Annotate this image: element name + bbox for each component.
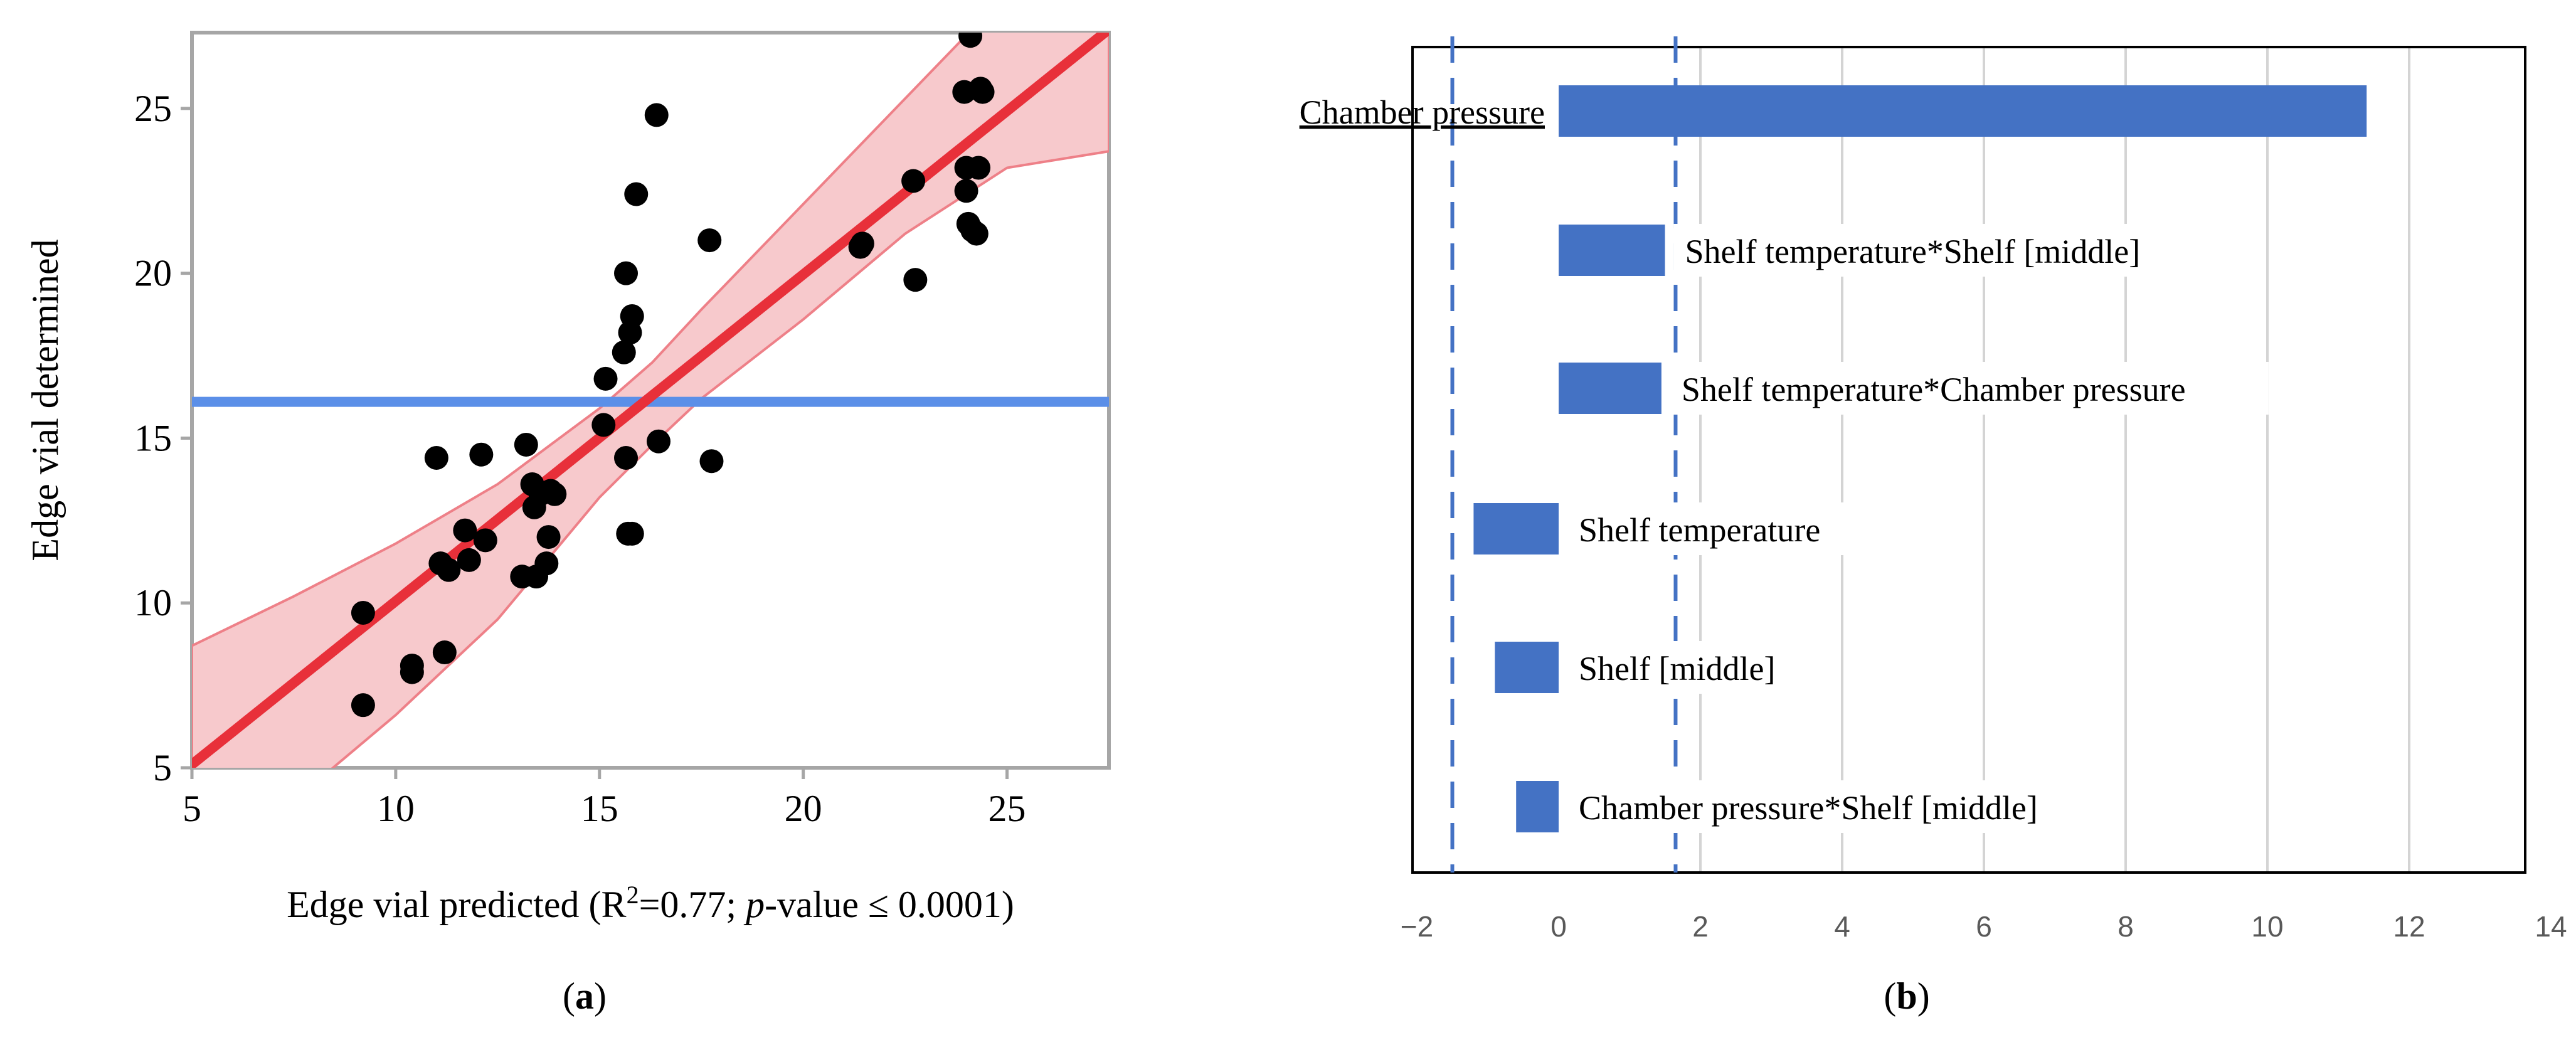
scatter-point xyxy=(954,179,978,203)
bar xyxy=(1559,85,2367,137)
category-label: Shelf [middle] xyxy=(1579,650,1775,687)
scatter-point xyxy=(620,521,644,546)
panel-b-plot-frame xyxy=(1411,46,2526,874)
x-tick-label: 6 xyxy=(1976,910,1992,943)
x-tick-label: 10 xyxy=(377,788,415,829)
bar xyxy=(1516,781,1559,832)
scatter-point xyxy=(424,445,448,470)
scatter-point xyxy=(612,340,636,364)
panel-a-tick-labels: 5 10 15 20 25 5 10 15 20 25 xyxy=(134,88,1026,829)
panel-b-letter: b xyxy=(1896,975,1917,1017)
scatter-point xyxy=(514,432,538,457)
scatter-point xyxy=(351,693,375,718)
scatter-point xyxy=(646,429,671,454)
scatter-point xyxy=(457,548,481,572)
panel-b-label: (b) xyxy=(1884,975,1929,1017)
x-tick-label: 12 xyxy=(2393,910,2425,943)
scatter-point xyxy=(543,482,567,506)
scatter-point xyxy=(536,525,561,549)
scatter-point xyxy=(469,442,494,467)
scatter-point xyxy=(901,169,926,193)
category-label: Shelf temperature*Chamber pressure xyxy=(1682,371,2186,408)
scatter-point xyxy=(453,518,477,543)
scatter-point xyxy=(400,660,424,684)
panel-b-bars xyxy=(1473,85,2367,832)
label-background xyxy=(1673,224,2239,277)
x-tick-label: 25 xyxy=(989,788,1026,829)
scatter-point xyxy=(970,80,995,104)
panel-b-category-labels: Chamber pressure Shelf temperature*Shelf … xyxy=(1300,93,2269,833)
panel-b-reference-lines xyxy=(1450,36,1678,873)
scatter-point xyxy=(437,558,461,582)
y-tick-label: 15 xyxy=(134,417,172,459)
x-label-middle: =0.77; xyxy=(639,884,746,925)
panel-b-gridlines xyxy=(1699,48,2410,871)
panel-a-ticks xyxy=(181,107,1009,779)
x-label-superscript: 2 xyxy=(627,881,639,909)
category-label: Chamber pressure*Shelf [middle] xyxy=(1579,789,2038,827)
x-tick-label: 15 xyxy=(581,788,618,829)
x-label-suffix: -value ≤ 0.0001) xyxy=(765,884,1014,925)
scatter-point xyxy=(967,156,991,180)
scatter-point xyxy=(699,449,724,474)
x-tick-label: 8 xyxy=(2118,910,2134,943)
x-tick-label: 10 xyxy=(2251,910,2283,943)
bar xyxy=(1495,642,1559,693)
x-tick-label: 20 xyxy=(785,788,822,829)
scatter-point xyxy=(697,228,722,253)
x-tick-label: 5 xyxy=(183,788,201,829)
scatter-points xyxy=(351,33,995,718)
category-label: Shelf temperature*Shelf [middle] xyxy=(1685,233,2141,270)
scatter-point xyxy=(903,268,928,292)
scatter-point xyxy=(624,182,649,206)
y-tick-label: 25 xyxy=(134,88,172,129)
label-background xyxy=(1567,780,2115,833)
panel-b-bar-chart: Chamber pressure Shelf temperature*Shelf … xyxy=(1300,36,2567,1017)
panel-b-tick-labels: −2 0 2 4 6 8 10 12 14 xyxy=(1401,910,2567,943)
x-tick-label: 2 xyxy=(1692,910,1709,943)
label-background xyxy=(1567,641,1827,694)
label-background xyxy=(1567,502,1878,555)
scatter-point xyxy=(620,304,644,328)
x-label-prefix: Edge vial predicted (R xyxy=(287,884,626,925)
bar xyxy=(1473,503,1559,554)
scatter-point xyxy=(958,33,983,48)
panel-a-label: (a) xyxy=(563,975,607,1017)
scatter-point xyxy=(432,640,457,665)
bar xyxy=(1559,225,1665,276)
category-label: Chamber pressure xyxy=(1300,93,1545,131)
x-label-italic: p xyxy=(743,884,765,925)
x-tick-label: 4 xyxy=(1834,910,1850,943)
y-tick-label: 10 xyxy=(134,582,172,623)
fit-line xyxy=(192,33,1109,768)
x-tick-label: 0 xyxy=(1550,910,1567,943)
scatter-point xyxy=(614,261,639,285)
scatter-point xyxy=(534,551,559,576)
panel-a-x-axis-label: Edge vial predicted (R2=0.77; p-value ≤ … xyxy=(287,881,1014,925)
scatter-point xyxy=(473,528,497,553)
y-tick-label: 20 xyxy=(134,253,172,294)
scatter-point xyxy=(591,413,616,437)
panel-a-letter: a xyxy=(575,975,594,1017)
y-tick-label: 5 xyxy=(153,747,172,788)
x-tick-label: 14 xyxy=(2535,910,2567,943)
panel-a-y-axis-label: Edge vial determined xyxy=(24,239,66,561)
scatter-point xyxy=(614,445,639,470)
scatter-point xyxy=(644,103,669,127)
scatter-point xyxy=(850,231,874,256)
category-label: Shelf temperature xyxy=(1579,511,1820,549)
scatter-point xyxy=(351,600,375,625)
scatter-point xyxy=(964,221,989,246)
scatter-point xyxy=(593,366,618,391)
label-background xyxy=(1670,362,2269,415)
x-tick-label: −2 xyxy=(1401,910,1433,943)
bar xyxy=(1559,363,1662,414)
